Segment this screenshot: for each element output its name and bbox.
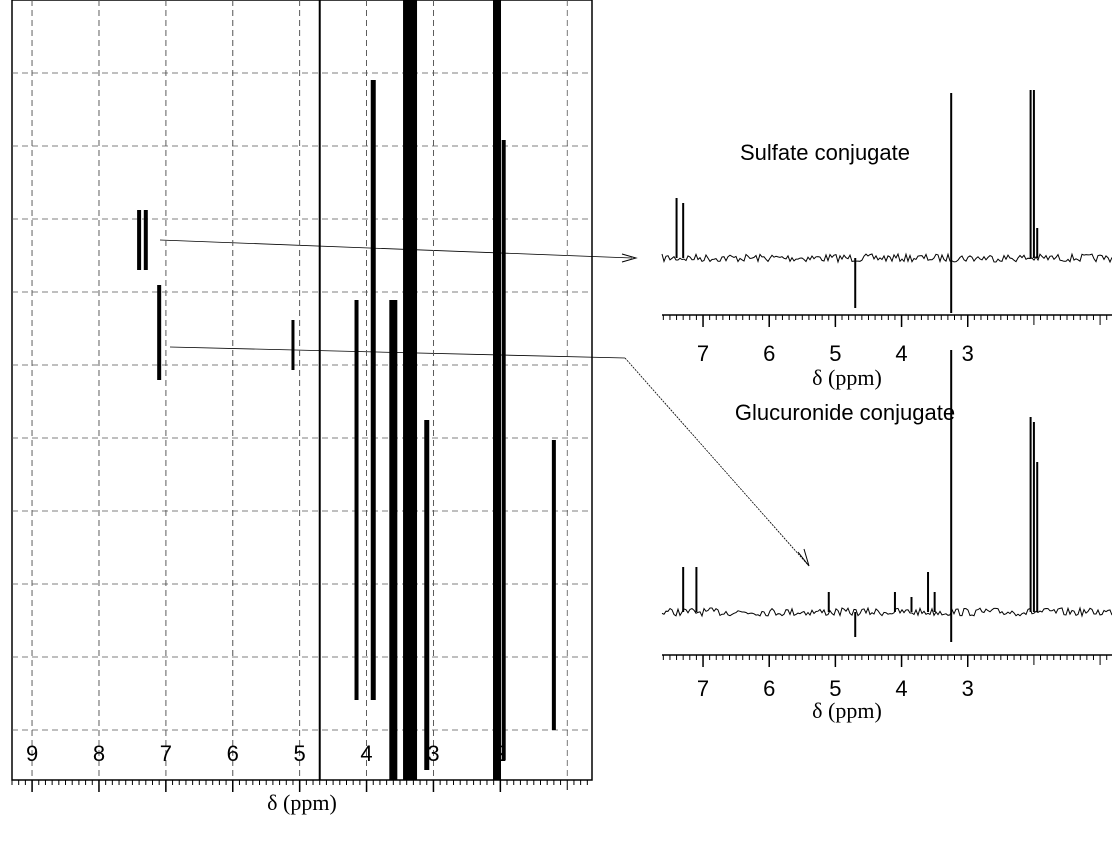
x-axis-label: δ (ppm)	[267, 790, 337, 815]
contour-peak	[137, 210, 142, 270]
annotation-arrow	[169, 346, 626, 359]
x-tick-label: 7	[697, 676, 709, 701]
arrow-head	[797, 548, 810, 567]
x-tick-label: 5	[829, 341, 841, 366]
contour-peak	[143, 210, 148, 270]
x-tick-label: 9	[26, 741, 38, 766]
x-axis-label: δ (ppm)	[812, 365, 882, 390]
x-tick-label: 6	[763, 676, 775, 701]
contour-peak	[370, 80, 376, 700]
arrow-head	[621, 253, 638, 263]
baseline-noise	[661, 606, 1112, 618]
contour-peak	[551, 440, 556, 730]
x-tick-label: 6	[227, 741, 239, 766]
x-tick-label: 3	[962, 341, 974, 366]
spectrum-title: Sulfate conjugate	[740, 140, 910, 165]
contour-peak	[354, 300, 359, 700]
contour-peak	[389, 300, 398, 780]
x-axis-label: δ (ppm)	[812, 698, 882, 723]
x-tick-label: 4	[895, 676, 907, 701]
contour-peak	[291, 320, 295, 370]
x-tick-label: 7	[697, 341, 709, 366]
x-tick-label: 7	[160, 741, 172, 766]
contour-peak	[424, 420, 430, 770]
spectrum-title: Glucuronide conjugate	[735, 400, 955, 425]
contour-peak	[403, 0, 418, 780]
contour-peak	[501, 140, 506, 760]
x-tick-label: 5	[829, 676, 841, 701]
x-tick-label: 6	[763, 341, 775, 366]
contour-peak	[493, 0, 502, 780]
contour-peak	[157, 285, 162, 380]
x-tick-label: 4	[360, 741, 372, 766]
plot-frame	[11, 0, 593, 781]
contour-peak	[318, 0, 321, 780]
x-tick-label: 5	[294, 741, 306, 766]
x-tick-label: 3	[962, 676, 974, 701]
x-tick-label: 3	[427, 741, 439, 766]
x-tick-label: 8	[93, 741, 105, 766]
annotation-arrow	[159, 239, 633, 259]
x-tick-label: 4	[895, 341, 907, 366]
annotation-arrow	[624, 357, 809, 566]
baseline-noise	[661, 252, 1112, 264]
